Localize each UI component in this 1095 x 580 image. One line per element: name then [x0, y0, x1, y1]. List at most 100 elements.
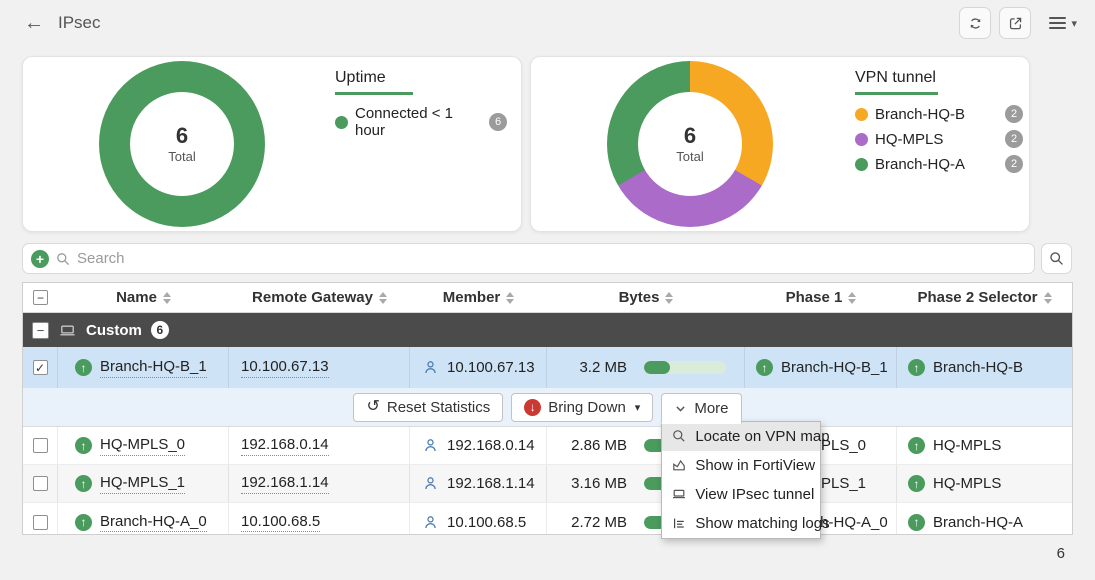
row-checkbox-checked[interactable]: ✓ [32, 360, 48, 375]
sort-icon [848, 291, 857, 304]
legend-item-branch-hq-b[interactable]: Branch-HQ-B 2 [855, 105, 1023, 123]
tunnel-name: Branch-HQ-B_1 [100, 357, 207, 378]
more-menu-wrap: More Locate on VPN map Show in FortiView [661, 392, 830, 539]
column-header-name[interactable]: Name [58, 283, 229, 312]
collapse-all-checkbox[interactable]: − [33, 290, 48, 305]
legend-count-badge: 2 [1005, 155, 1023, 173]
legend-item-branch-hq-a[interactable]: Branch-HQ-A 2 [855, 155, 1023, 173]
column-header-bytes[interactable]: Bytes [547, 283, 745, 312]
phase2-value: Branch-HQ-B [933, 359, 1024, 376]
menu-button[interactable]: ▾ [1045, 13, 1081, 34]
uptime-donut-chart[interactable]: 6 Total [99, 61, 265, 227]
bytes-value: 3.2 MB [579, 359, 627, 376]
table-header-row: − Name Remote Gateway Member Bytes Phase… [23, 283, 1072, 313]
uptime-card: 6 Total Uptime Connected < 1 hour 6 [22, 56, 522, 232]
group-label: Custom [86, 321, 142, 339]
hamburger-icon [1049, 17, 1067, 29]
group-collapse-checkbox[interactable]: − [32, 321, 49, 339]
phase2-value: Branch-HQ-A [933, 513, 1024, 531]
legend-label: HQ-MPLS [875, 130, 944, 148]
tunnel-name: HQ-MPLS_0 [100, 435, 186, 456]
legend-label: Branch-HQ-A [875, 155, 966, 173]
legend-item-connected[interactable]: Connected < 1 hour 6 [335, 105, 507, 139]
column-header-phase2-selector[interactable]: Phase 2 Selector [897, 283, 1072, 312]
search-input[interactable] [77, 250, 1026, 267]
row-checkbox-cell: ✓ [23, 347, 58, 388]
tunnel-up-icon: ↑ [908, 359, 925, 376]
monitor-icon [671, 486, 687, 502]
arrow-down-circle-icon: ↓ [524, 398, 542, 416]
member-value: 192.168.1.14 [447, 475, 535, 492]
phase2-value: HQ-MPLS [933, 475, 1002, 492]
add-filter-icon[interactable]: + [31, 249, 49, 268]
group-row-custom[interactable]: − Custom 6 [23, 313, 1072, 347]
remote-gateway-value: 192.168.0.14 [241, 435, 329, 456]
menu-item-view-ipsec-tunnel[interactable]: View IPsec tunnel [662, 480, 820, 509]
row-checkbox[interactable] [32, 438, 48, 453]
phase2-value: HQ-MPLS [933, 437, 1002, 454]
vpn-tunnel-legend: VPN tunnel Branch-HQ-B 2 HQ-MPLS 2 Branc… [855, 57, 1023, 180]
group-count-badge: 6 [150, 321, 169, 339]
tunnel-up-icon: ↑ [75, 475, 92, 492]
vpn-tunnel-donut-chart[interactable]: 6 Total [607, 61, 773, 227]
sort-icon [665, 291, 674, 304]
user-icon [422, 475, 439, 492]
legend-dot [855, 157, 868, 171]
bring-down-button[interactable]: ↓ Bring Down ▾ [511, 392, 654, 422]
column-header-member[interactable]: Member [410, 283, 547, 312]
remote-gateway-value: 10.100.67.13 [241, 357, 329, 378]
refresh-button[interactable] [959, 7, 992, 39]
more-dropdown-menu: Locate on VPN map Show in FortiView View… [661, 420, 830, 539]
search-submit-button[interactable] [1041, 243, 1072, 274]
search-field[interactable]: + [22, 243, 1035, 274]
legend-dot [855, 107, 868, 121]
row-checkbox[interactable] [32, 514, 48, 530]
bytes-value: 2.86 MB [571, 437, 627, 454]
reset-statistics-button[interactable]: ↺ Reset Statistics [353, 392, 504, 422]
column-header-phase1[interactable]: Phase 1 [745, 283, 897, 312]
row-action-toolbar: ↺ Reset Statistics ↓ Bring Down ▾ More [23, 388, 1072, 539]
phase1-value: Branch-HQ-B_1 [781, 359, 888, 376]
menu-item-show-matching-logs[interactable]: Show matching logs [662, 509, 830, 538]
tunnel-up-icon: ↑ [908, 513, 925, 531]
search-icon [671, 428, 687, 444]
sort-icon [1043, 291, 1052, 304]
page-title: IPsec [58, 13, 101, 32]
vpn-total-label: Total [676, 148, 704, 164]
table-row[interactable]: ↑ Branch-HQ-A_0 10.100.68.5 10.100.68.5 … [23, 503, 1072, 534]
column-header-remote-gateway[interactable]: Remote Gateway [229, 283, 410, 312]
legend-label: Branch-HQ-B [875, 105, 966, 123]
tunnel-up-icon: ↑ [908, 475, 925, 492]
table-row[interactable]: ↑ HQ-MPLS_0 192.168.0.14 192.168.0.14 2.… [23, 427, 1072, 465]
back-arrow-icon[interactable]: ← [24, 11, 44, 34]
row-checkbox[interactable] [32, 476, 48, 491]
more-button[interactable]: More [661, 392, 742, 424]
chart-icon [671, 457, 687, 473]
tunnel-up-icon: ↑ [908, 437, 925, 454]
member-value: 10.100.67.13 [447, 359, 535, 376]
tunnel-table: − Name Remote Gateway Member Bytes Phase… [22, 282, 1073, 539]
table-row[interactable]: ↑ HQ-MPLS_1 192.168.1.14 192.168.1.14 3.… [23, 465, 1072, 503]
sort-icon [378, 291, 387, 304]
open-in-new-window-button[interactable] [999, 7, 1032, 39]
chevron-down-icon [674, 402, 687, 415]
remote-gateway-value: 10.100.68.5 [241, 512, 321, 533]
total-rows-count: 6 [1056, 545, 1065, 562]
chevron-down-icon: ▾ [1071, 17, 1077, 30]
uptime-legend: Uptime Connected < 1 hour 6 [335, 57, 507, 146]
menu-item-show-in-fortiview[interactable]: Show in FortiView [662, 451, 820, 480]
legend-count-badge: 2 [1005, 105, 1023, 123]
user-icon [422, 437, 439, 454]
menu-item-locate-on-vpn-map[interactable]: Locate on VPN map [662, 421, 830, 451]
tunnel-name: Branch-HQ-A_0 [100, 512, 207, 533]
table-row-selected[interactable]: ✓ ↑ Branch-HQ-B_1 10.100.67.13 10.100.67… [23, 347, 1072, 388]
search-icon [1048, 250, 1065, 267]
header-collapse-cell: − [23, 283, 58, 312]
legend-item-hq-mpls[interactable]: HQ-MPLS 2 [855, 130, 1023, 148]
member-value: 10.100.68.5 [447, 513, 527, 531]
logs-icon [671, 515, 687, 531]
legend-count-badge: 6 [489, 113, 507, 131]
legend-label: Connected < 1 hour [355, 105, 453, 139]
uptime-total-label: Total [168, 148, 196, 164]
uptime-total-value: 6 [175, 123, 189, 149]
